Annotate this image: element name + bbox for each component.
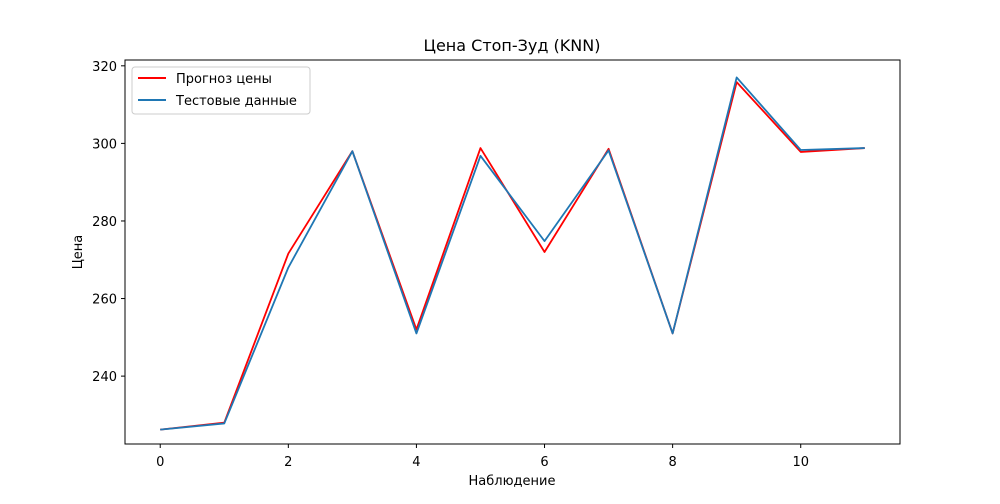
y-tick-label: 280 — [92, 215, 117, 230]
test-data-line — [160, 76, 865, 431]
x-tick-label: 0 — [156, 455, 164, 470]
y-tick-label: 260 — [92, 293, 117, 308]
x-tick-label: 8 — [668, 455, 676, 470]
y-tick-label: 240 — [92, 370, 117, 385]
y-axis: 240 260 280 300 320 — [92, 60, 125, 385]
forecast-line — [160, 81, 865, 431]
legend-box — [131, 66, 311, 115]
y-tick-label: 300 — [92, 137, 117, 152]
x-tick-label: 4 — [412, 455, 420, 470]
legend: Прогноз цены Тестовые данные — [131, 66, 311, 115]
legend-label-test-data: Тестовые данные — [175, 94, 297, 109]
x-axis-label: Наблюдение — [469, 474, 556, 489]
x-tick-label: 6 — [540, 455, 548, 470]
x-tick-label: 10 — [792, 455, 809, 470]
y-axis-label: Цена — [71, 235, 86, 270]
x-tick-label: 2 — [284, 455, 292, 470]
legend-label-forecast: Прогноз цены — [176, 72, 272, 87]
series-lines — [160, 76, 865, 431]
plot-area-frame — [124, 59, 901, 445]
chart-title: Цена Стоп-Зуд (KNN) — [424, 36, 601, 55]
y-tick-label: 320 — [92, 60, 117, 75]
x-axis: 0 2 4 6 8 10 — [156, 444, 809, 470]
